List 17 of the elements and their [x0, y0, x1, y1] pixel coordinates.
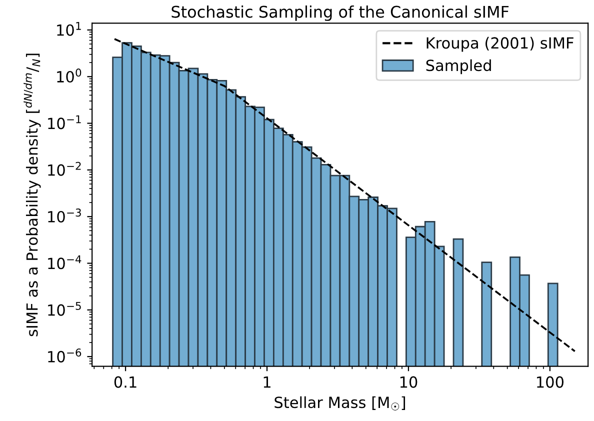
y-tick-label: 10$^{−6}$ — [48, 348, 82, 362]
y-tick-label: 10$^{0}$ — [57, 68, 82, 83]
y-tick-label: 10$^{−4}$ — [48, 255, 82, 270]
y-tick-label: 10$^{−5}$ — [48, 302, 81, 316]
x-tick-label: 0.1 — [114, 376, 136, 388]
x-tick-label: 1 — [264, 376, 270, 388]
chart-title: Stochastic Sampling of the Canonical sIMF — [172, 5, 509, 21]
y-tick-label: 10$^{−3}$ — [48, 208, 81, 223]
legend-label: Kroupa (2001) sIMF — [426, 36, 574, 52]
x-tick-label: 10 — [400, 376, 418, 388]
y-tick-label: 10$^{−1}$ — [48, 115, 81, 130]
y-axis-title: sIMF as a Probability density [$^{dN/dm}$/$_{N}$] — [24, 54, 41, 336]
x-tick-label: 100 — [537, 376, 564, 388]
legend-label: Sampled — [426, 59, 491, 74]
y-tick-label: 10$^{1}$ — [57, 22, 81, 36]
y-tick-label: 10$^{−2}$ — [48, 162, 81, 176]
x-axis-title: Stellar Mass [M$_{☉}$] — [274, 396, 406, 410]
